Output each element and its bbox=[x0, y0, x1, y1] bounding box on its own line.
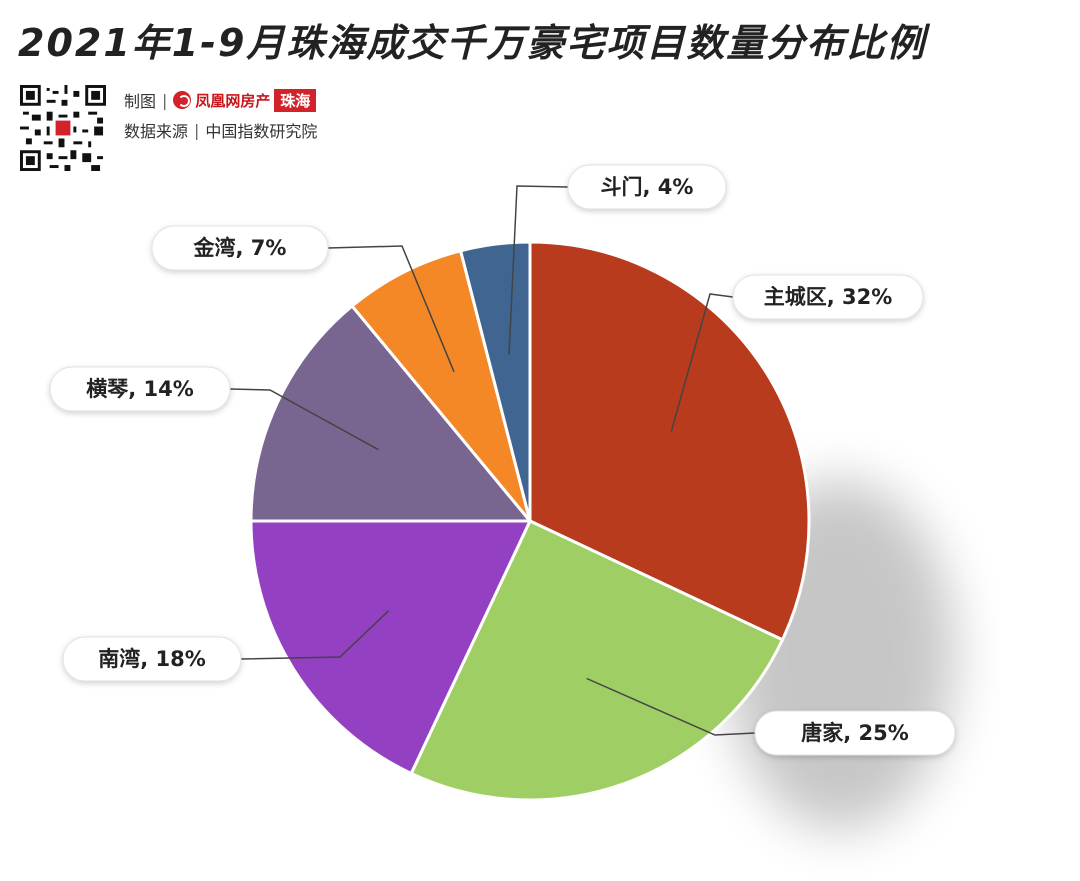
data-label-3: 南湾, 18% bbox=[62, 636, 242, 682]
data-label-1: 主城区, 32% bbox=[732, 274, 924, 320]
qr-code-image bbox=[20, 85, 106, 171]
source-label: 数据来源 bbox=[124, 122, 189, 141]
data-label-box bbox=[754, 710, 956, 756]
leader-line-1 bbox=[670, 293, 734, 432]
data-label-box bbox=[62, 636, 242, 682]
credit-source: 数据来源 | 中国指数研究院 bbox=[124, 118, 317, 142]
data-label-2: 唐家, 25% bbox=[754, 710, 956, 756]
data-label-text: 金湾, 7% bbox=[193, 236, 287, 260]
data-label-text: 唐家, 25% bbox=[801, 721, 909, 745]
leader-line-3 bbox=[240, 610, 390, 660]
chart-title: 2021年1-9月珠海成交千万豪宅项目数量分布比例 bbox=[18, 21, 927, 65]
data-label-text: 主城区, 32% bbox=[764, 285, 893, 309]
pie-slice-3 bbox=[249, 519, 532, 775]
data-label-text: 斗门, 4% bbox=[601, 175, 694, 199]
pie-slice-5 bbox=[350, 249, 532, 523]
credit-made-by: 制图 | 凤凰网房产 珠海 bbox=[124, 88, 317, 112]
pie-slice-1 bbox=[528, 240, 811, 642]
data-label-4: 横琴, 14% bbox=[49, 366, 231, 412]
leader-line-5 bbox=[327, 245, 455, 373]
data-label-text: 南湾, 18% bbox=[98, 647, 206, 671]
leader-line-2 bbox=[586, 677, 756, 736]
data-label-text: 横琴, 14% bbox=[86, 377, 194, 401]
source-name: 中国指数研究院 bbox=[205, 122, 318, 141]
data-label-box bbox=[732, 274, 924, 320]
pie-slice-2 bbox=[409, 519, 784, 802]
data-label-box bbox=[151, 225, 329, 271]
made-by-label: 制图 bbox=[124, 92, 157, 111]
data-label-6: 斗门, 4% bbox=[567, 164, 727, 210]
leader-line-6 bbox=[508, 185, 569, 355]
leader-line-4 bbox=[229, 388, 379, 451]
divider: | bbox=[162, 90, 168, 110]
data-label-box bbox=[567, 164, 727, 210]
divider: | bbox=[194, 120, 200, 140]
pie-slice-6 bbox=[459, 240, 532, 523]
brand-name: 凤凰网房产 bbox=[195, 91, 271, 110]
brand-tag: 珠海 bbox=[274, 88, 317, 112]
brand-logo-icon bbox=[173, 91, 192, 109]
pie-slice-4 bbox=[249, 304, 532, 523]
data-label-5: 金湾, 7% bbox=[151, 225, 329, 271]
data-label-box bbox=[49, 366, 231, 412]
